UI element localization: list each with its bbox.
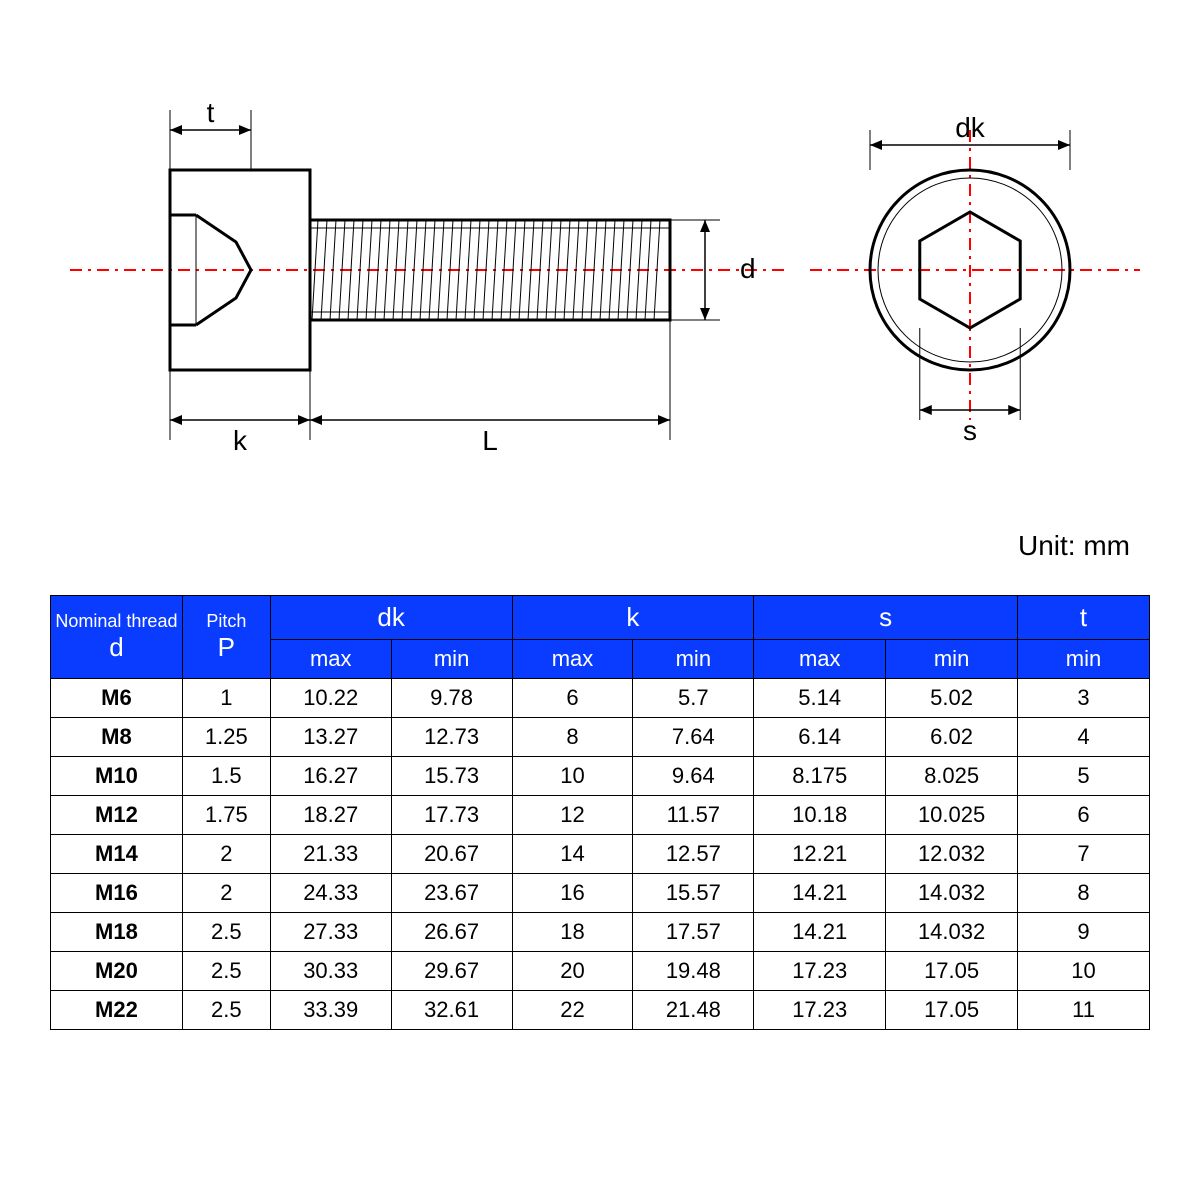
col-header: Nominal threadd (51, 596, 183, 679)
screw-diagram: t k Ld dk s (50, 40, 1150, 480)
col-header: dk (270, 596, 512, 640)
table-row: M182.527.3326.671817.5714.2114.0329 (51, 913, 1150, 952)
svg-text:dk: dk (955, 112, 986, 143)
col-header: t (1018, 596, 1150, 640)
sub-header: min (1018, 640, 1150, 679)
table-row: M14221.3320.671412.5712.2112.0327 (51, 835, 1150, 874)
svg-text:k: k (233, 425, 248, 456)
col-header: s (754, 596, 1018, 640)
svg-text:d: d (740, 253, 756, 284)
table-row: M101.516.2715.73109.648.1758.0255 (51, 757, 1150, 796)
table-row: M202.530.3329.672019.4817.2317.0510 (51, 952, 1150, 991)
table-row: M16224.3323.671615.5714.2114.0328 (51, 874, 1150, 913)
table-row: M222.533.3932.612221.4817.2317.0511 (51, 991, 1150, 1030)
table-row: M81.2513.2712.7387.646.146.024 (51, 718, 1150, 757)
sub-header: max (512, 640, 633, 679)
svg-text:L: L (482, 425, 498, 456)
sub-header: min (391, 640, 512, 679)
table-row: M6110.229.7865.75.145.023 (51, 679, 1150, 718)
unit-label: Unit: mm (1018, 530, 1130, 562)
sub-header: min (633, 640, 754, 679)
dimension-table: Nominal threaddPitchPdkkst maxminmaxminm… (50, 595, 1150, 1030)
svg-text:s: s (963, 415, 977, 446)
sub-header: min (886, 640, 1018, 679)
col-header: PitchP (182, 596, 270, 679)
svg-text:t: t (207, 97, 215, 128)
sub-header: max (754, 640, 886, 679)
sub-header: max (270, 640, 391, 679)
table-row: M121.7518.2717.731211.5710.1810.0256 (51, 796, 1150, 835)
col-header: k (512, 596, 754, 640)
